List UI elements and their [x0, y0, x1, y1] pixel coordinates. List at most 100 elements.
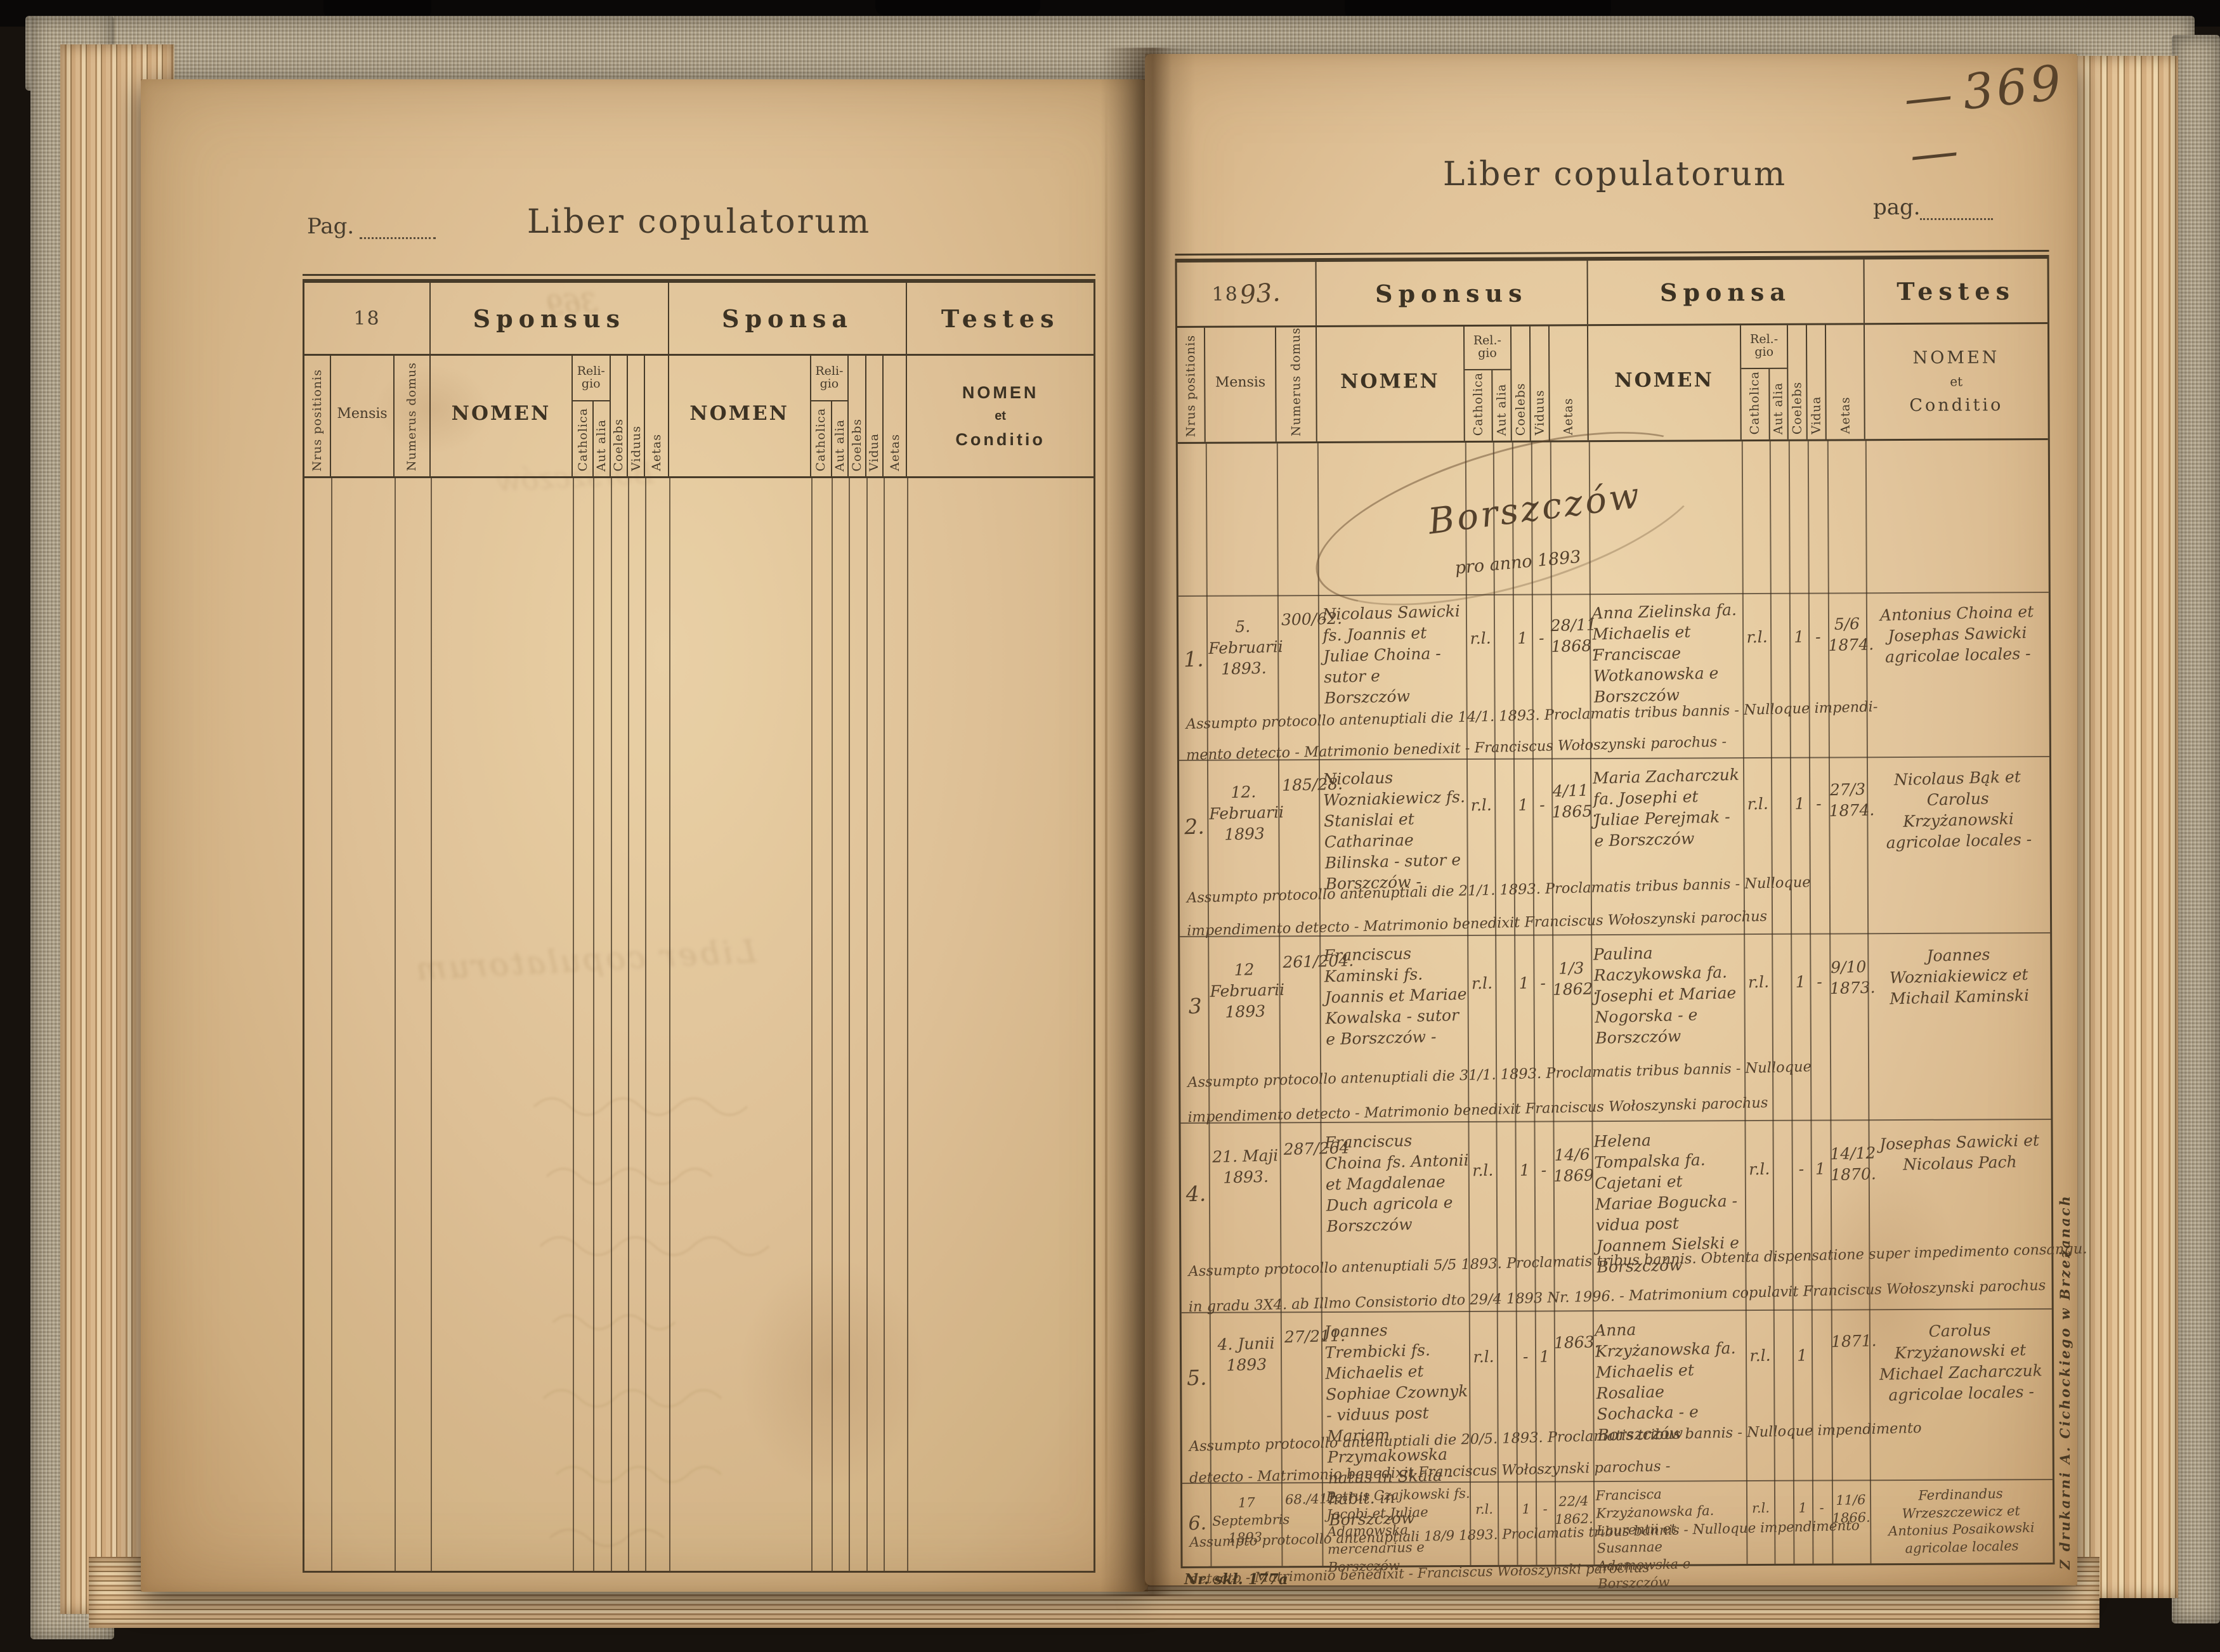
sponsus-birthdate: 1863. — [1553, 1332, 1600, 1353]
register-entry: 5. 4. Junii 1893 27/211. Joannes Trembic… — [1181, 1308, 2053, 1529]
sponsus-coelebs-mark: 1 — [1519, 1161, 1531, 1180]
left-page-title: Liber copulatorum — [526, 203, 872, 241]
right-page: Liber copulatorum pag. —369— 18 93. Spon… — [1145, 54, 2087, 1591]
sponsa-religio-mark: r.l. — [1749, 1159, 1771, 1179]
col-label-aetas: Aetas — [650, 434, 663, 471]
register-entry: 6. 17 Septembris 1893. 68./412. Petrus C… — [1182, 1479, 2053, 1591]
form-number-imprint: Nr. skł. 177a — [1184, 1571, 1288, 1588]
sponsa-birthdate: 14/12 1870. — [1829, 1143, 1876, 1185]
testes-nomen-label: NOMEN — [1912, 348, 2000, 368]
witnesses-names: Antonius Choina et Josephas Sawicki agri… — [1879, 602, 2034, 667]
sponsus-coelebs-mark: - — [1522, 1347, 1529, 1366]
page-crease — [1105, 79, 1107, 1592]
entry-number: 4. — [1185, 1181, 1206, 1207]
sponsa-coelebs-mark: 1 — [1795, 972, 1806, 992]
sponsa-religio-group: Rel.- gio Catholica Aut alia — [1740, 325, 1789, 440]
right-year-box-printed: 18 — [1211, 283, 1239, 306]
col-label-aut-alia: Aut alia — [833, 419, 847, 471]
religio-label: Reli- — [577, 364, 605, 379]
register-entry: 1. 5. Februarii 1893. 300/62. Nicolaus S… — [1178, 591, 2049, 764]
book-clamp — [875, 0, 1040, 15]
sponsa-vidua-mark: 1 — [1815, 1159, 1826, 1178]
left-register-table: 18 Sponsus Sponsa Testes Nrus positionis… — [303, 274, 1095, 1573]
column-rule — [331, 478, 333, 1571]
sponsa-coelebs-mark: 1 — [1794, 794, 1805, 813]
column-rule — [849, 478, 851, 1571]
sponsa-birthdate: 5/6 1874. — [1827, 614, 1874, 654]
sponsus-viduus-mark: 1 — [1539, 1346, 1550, 1366]
col-label-nrus: Nrus positionis — [310, 368, 325, 471]
col-label-catholica: Catholica — [814, 407, 828, 471]
testes-conditio-label: Conditio — [1909, 395, 2004, 415]
sponsa-vidua-mark: - — [1815, 627, 1822, 646]
col-label-coelebs: Coelebs — [849, 418, 864, 471]
left-table-body — [304, 478, 1094, 1571]
sponsa-religio-mark: r.l. — [1747, 794, 1769, 814]
col-label-coelebs: Coelebs — [1790, 381, 1805, 434]
sponsa-birthdate: 9/10 1873. — [1829, 957, 1876, 998]
entry-date: 4. Junii 1893 — [1217, 1334, 1275, 1375]
sponsus-religio-mark: r.l. — [1472, 1161, 1494, 1180]
sponsus-coelebs-mark: 1 — [1518, 973, 1529, 992]
left-page: Pag. Liber copulatorum Liber copulatorum… — [141, 79, 1148, 1592]
col-label-aut-alia: Aut alia — [594, 419, 609, 471]
sponsus-viduus-mark: - — [1541, 1161, 1547, 1180]
sponsus-religio-group: Rel.- gio Catholica Aut alia — [1464, 326, 1512, 441]
column-rule — [431, 478, 433, 1571]
column-rule — [610, 478, 612, 1571]
sponsus-group-label: Sponsus — [473, 304, 626, 333]
col-label-sponsa-nomen: NOMEN — [689, 402, 789, 425]
religio-label: gio — [581, 377, 601, 391]
sponsus-religio-mark: r.l. — [1471, 973, 1493, 993]
right-page-title: Liber copulatorum — [1442, 155, 1787, 193]
column-rule — [811, 478, 813, 1571]
witnesses-names: Josephas Sawicki et Nicolaus Pach — [1879, 1131, 2040, 1174]
marriage-note-line1: Assumpto protocollo antenuptiali die 31/… — [1187, 1058, 1812, 1091]
religio-label: gio — [819, 377, 839, 391]
col-label-sponsus-nomen: NOMEN — [1340, 370, 1440, 393]
marriage-register-table: 18 93. Sponsus Sponsa Testes Nrus positi… — [1175, 255, 2087, 1591]
entry-date: 21. Maji 1893. — [1211, 1146, 1279, 1187]
testes-et-label: et — [1950, 374, 1963, 389]
section-heading-block: Borszczów pro anno 1893 — [1178, 396, 2049, 641]
page-number-dash: — — [1907, 121, 1964, 183]
sponsus-name: Nicolaus Wozniakiewicz fs. Stanislai et … — [1322, 768, 1465, 893]
col-label-coelebs: Coelebs — [611, 418, 626, 471]
sponsus-viduus-mark: - — [1539, 795, 1545, 814]
left-year-box: 18 — [353, 307, 381, 330]
sponsa-name: Maria Zacharczuk fa. Josephi et Juliae P… — [1592, 765, 1740, 850]
sponsus-religio-mark: r.l. — [1475, 1501, 1494, 1517]
entry-house-number: 261/204. — [1282, 951, 1354, 972]
testes-nomen-label: NOMEN — [962, 382, 1039, 402]
register-entry: 2. 12. Februarii 1893 185/28. Nicolaus W… — [1179, 755, 2051, 940]
col-label-catholica: Catholica — [1747, 370, 1763, 435]
left-table-group-header: 18 Sponsus Sponsa Testes — [304, 283, 1094, 356]
column-rule — [645, 478, 647, 1571]
column-rule — [866, 478, 868, 1571]
religio-label: gio — [1478, 346, 1497, 361]
col-label-aetas: Aetas — [887, 434, 902, 471]
sponsa-vidua-mark: - — [1817, 972, 1823, 991]
sponsa-coelebs-mark: 1 — [1794, 627, 1805, 647]
entry-date: 12 Februarii 1893 — [1209, 959, 1285, 1022]
col-label-aut-alia: Aut alia — [1494, 383, 1509, 436]
sponsus-group-label: Sponsus — [1374, 278, 1528, 308]
sponsus-religio-mark: r.l. — [1473, 1347, 1495, 1366]
column-rule — [593, 478, 595, 1571]
sponsus-viduus-mark: - — [1540, 973, 1546, 992]
page-number-dash: — — [1901, 65, 1959, 127]
entry-house-number: 287/264 — [1283, 1138, 1350, 1159]
col-label-viduus: Viduus — [1532, 389, 1547, 436]
sponsa-religio-mark: r.l. — [1749, 1346, 1772, 1365]
col-label-aut-alia: Aut alia — [1771, 382, 1786, 434]
right-table-body: Borszczów pro anno 1893 1. 5. Februarii … — [1178, 396, 2087, 1591]
register-entry: 3 12 Februarii 1893 261/204. Franciscus … — [1180, 932, 2051, 1126]
sponsus-birthdate: 28/11 1868. — [1550, 615, 1597, 656]
sponsa-religio-mark: r.l. — [1752, 1500, 1770, 1516]
page-number-value: 369 — [1959, 53, 2067, 121]
page-number: —369— — [1897, 53, 2082, 183]
col-label-nrus: Nrus positionis — [1183, 334, 1198, 437]
printer-imprint: Z drukarni A. Cichockiego w Brzeżanach — [2057, 1194, 2073, 1570]
column-rule — [394, 478, 396, 1571]
